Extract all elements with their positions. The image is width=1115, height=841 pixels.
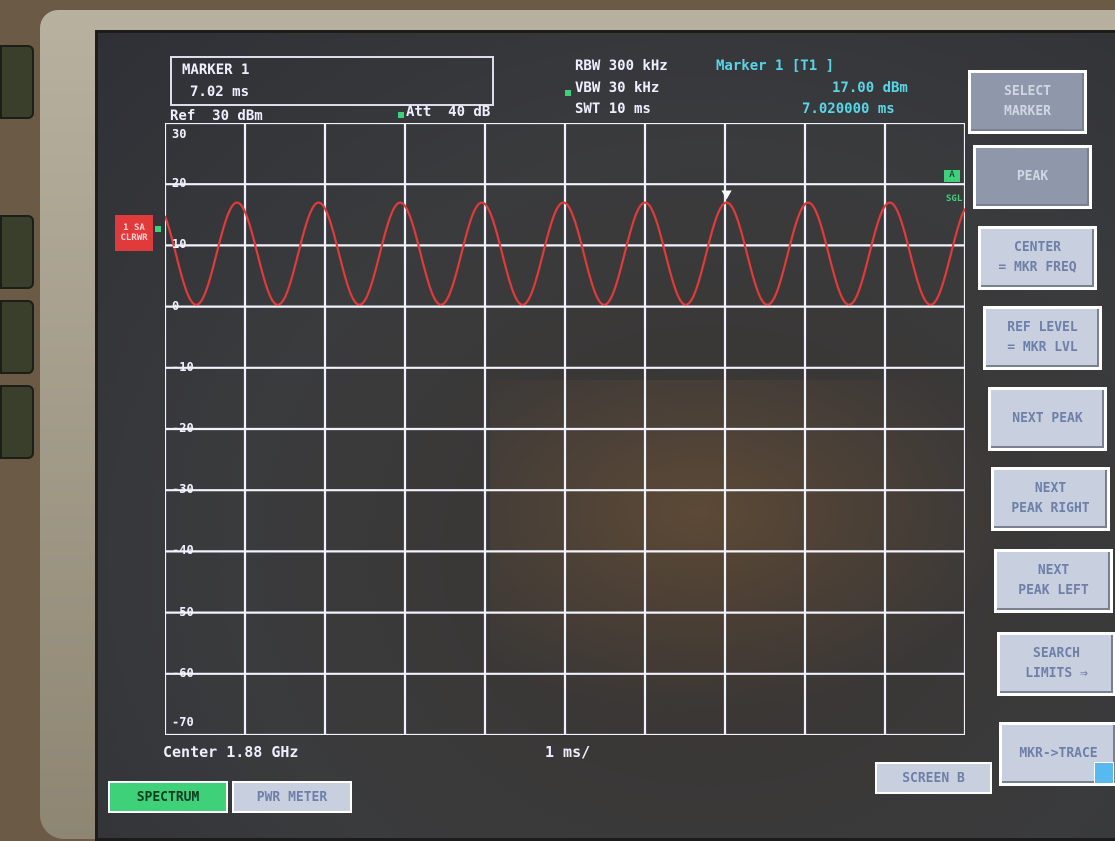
marker-1-triangle [721,190,732,200]
softkey-label-line1: SELECT [1004,84,1051,99]
ref-level-label: Ref 30 dBm [170,108,263,124]
side-hard-key[interactable] [0,45,34,119]
y-tick-label: 10 [172,237,187,252]
marker-info-box [170,56,494,106]
side-hard-key[interactable] [0,385,34,459]
y-tick-label: -50 [172,604,194,619]
vbw-indicator [565,90,571,96]
y-tick-label: 0 [172,298,180,313]
y-tick-label: -20 [172,421,194,435]
att-label: Att 40 dB [406,104,491,120]
softkey-label-line2: = MKR FREQ [998,260,1077,275]
att-indicator [398,112,404,118]
time-per-division-label: 1 ms/ [545,743,591,761]
trace-mode-tag: A [944,170,960,182]
y-tick-label: 30 [172,127,187,141]
softkey-select[interactable]: SELECT MARKER [968,70,1087,134]
swt-label: SWT 10 ms [575,101,651,117]
softkey-label-line2: LIMITS ⇒ [1025,666,1088,681]
grid-lines [165,123,965,735]
spectrum-mode-button[interactable]: SPECTRUM [108,781,228,813]
softkey-label-line2: PEAK RIGHT [1011,501,1090,516]
softkey-label-line1: PEAK [1016,169,1049,184]
marker-box-title: MARKER 1 [182,62,250,78]
trace-ref-tag-line1: 1 SA [123,223,145,233]
marker-1 [721,190,732,200]
softkey-label-line1: NEXT [1037,563,1070,578]
ref-level-indicator [155,226,161,232]
softkey-search[interactable]: SEARCH LIMITS ⇒ [997,632,1115,696]
power-meter-mode-button[interactable]: PWR METER [232,781,352,813]
softkey-label-line1: REF LEVEL [1007,320,1078,335]
softkey-label-line1: SEARCH [1033,646,1080,661]
softkey-label-line1: MKR->TRACE [1019,746,1098,761]
marker-box-value: 7.02 ms [190,84,250,100]
side-hard-key[interactable] [0,300,34,374]
y-tick-label: -40 [172,543,194,558]
vbw-label: VBW 30 kHz [575,80,660,96]
softkey-label-line2: PEAK LEFT [1018,583,1089,598]
softkey-next[interactable]: NEXT PEAK RIGHT [991,467,1110,531]
softkey-next[interactable]: NEXT PEAK LEFT [994,549,1113,613]
softkey-peak[interactable]: PEAK [973,145,1092,209]
softkey-label-line2: = MKR LVL [1007,340,1078,355]
softkey-label-line1: CENTER [1014,240,1061,255]
screen-b-button[interactable]: SCREEN B [875,762,992,794]
softkey-next-peak[interactable]: NEXT PEAK [988,387,1107,451]
softkey-center[interactable]: CENTER = MKR FREQ [978,226,1097,290]
marker-readout-level: 17.00 dBm [832,80,908,96]
softkey-mkr-trace[interactable]: MKR->TRACE [999,722,1115,786]
rbw-label: RBW 300 kHz [575,58,668,74]
y-tick-label: -70 [172,715,194,729]
marker-readout-time: 7.020000 ms [802,101,895,117]
trace-line [165,201,965,306]
softkey-ref-level[interactable]: REF LEVEL = MKR LVL [983,306,1102,370]
y-tick-label: -10 [172,359,194,374]
trace-ref-tag: 1 SA CLRWR [115,215,153,251]
trace-ref-tag-line2: CLRWR [120,233,148,243]
softkey-label-line1: NEXT PEAK [1012,411,1083,426]
softkey-label-line1: NEXT [1034,481,1067,496]
y-tick-label: 20 [172,176,187,191]
trace-plot [165,123,965,735]
side-hard-key[interactable] [0,215,34,289]
y-tick-label: -30 [172,482,194,497]
marker-readout-label: Marker 1 [T1 ] [716,58,835,74]
y-tick-label: -60 [172,665,194,680]
center-frequency-label: Center 1.88 GHz [163,743,299,761]
scroll-indicator[interactable] [1094,762,1114,784]
sweep-mode-tag: SGL [946,194,963,204]
softkey-label-line2: MARKER [1004,104,1051,119]
